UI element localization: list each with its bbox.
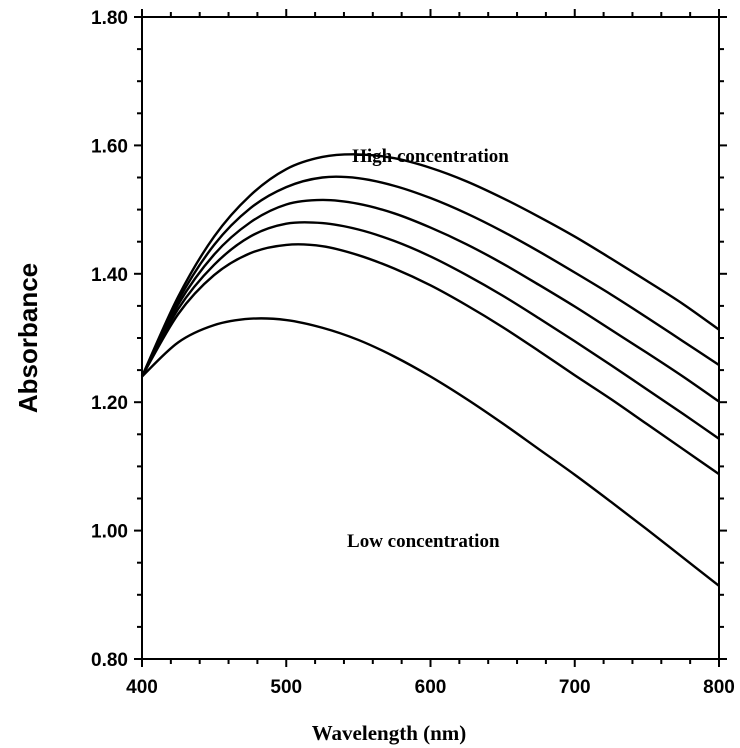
- y-tick-label: 1.80: [91, 8, 128, 29]
- y-axis-label: Absorbance: [13, 263, 43, 413]
- annotation-high: High concentration: [352, 146, 509, 167]
- y-tick-label: 1.00: [91, 522, 128, 543]
- x-axis-label: Wavelength (nm): [312, 721, 467, 745]
- x-tick-label: 700: [559, 677, 591, 698]
- y-tick-label: 0.80: [91, 650, 128, 671]
- y-tick-label: 1.60: [91, 136, 128, 157]
- x-tick-label: 400: [126, 677, 158, 698]
- y-tick-label: 1.40: [91, 265, 128, 286]
- absorbance-curve-4: [140, 198, 720, 403]
- absorbance-curve-1: [141, 317, 720, 587]
- axis-ticks: [134, 9, 727, 667]
- plot-frame: [141, 16, 720, 660]
- absorbance-curve-5: [140, 175, 720, 378]
- x-tick-label: 500: [270, 677, 302, 698]
- annotation-low: Low concentration: [347, 531, 500, 552]
- absorbance-curve-2: [140, 243, 720, 476]
- x-tick-label: 600: [415, 677, 447, 698]
- axis-tick-labels: 0.80 1.00 1.20 1.40 1.60 1.80 400 500 600 700 800: [91, 8, 735, 698]
- curves: [140, 153, 720, 587]
- absorbance-curve-6: [140, 153, 720, 378]
- y-tick-label: 1.20: [91, 393, 128, 414]
- x-tick-label: 800: [703, 677, 735, 698]
- absorbance-curve-3: [140, 221, 720, 440]
